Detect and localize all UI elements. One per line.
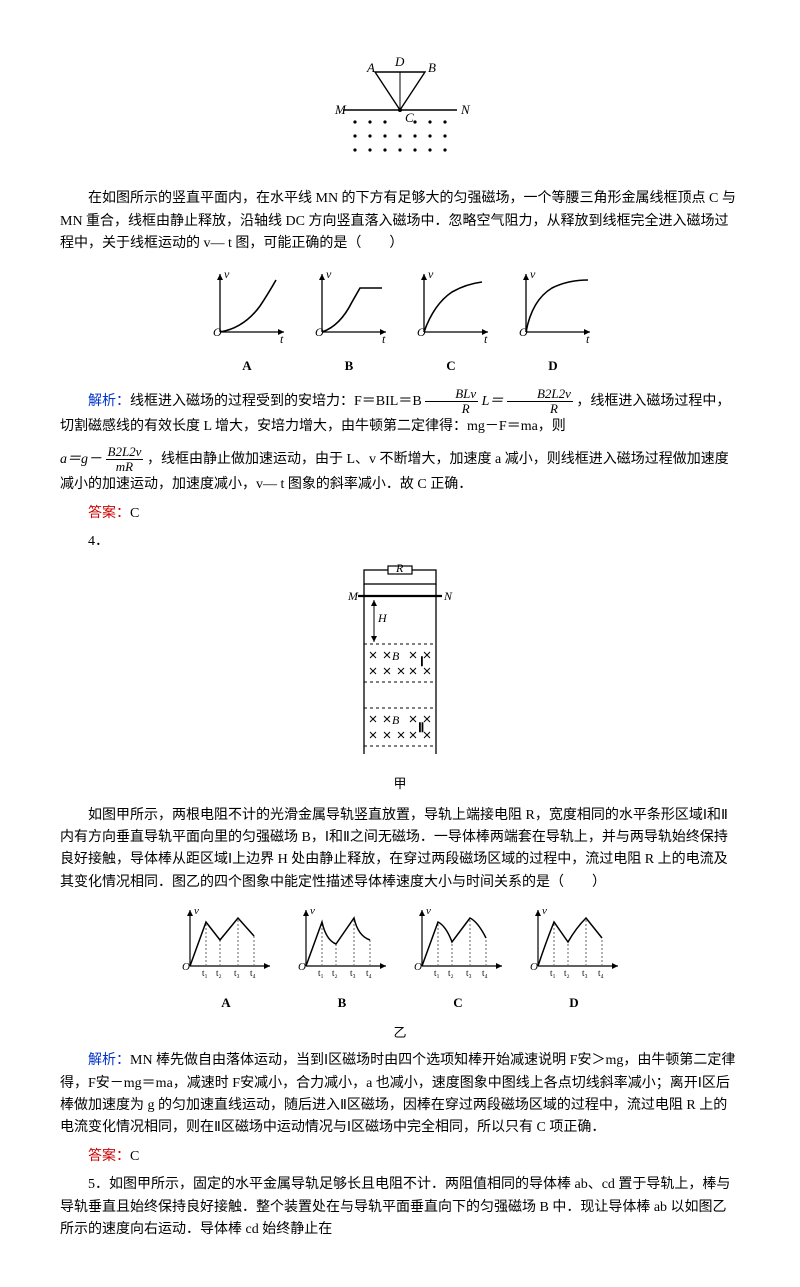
svg-text:t₂: t₂ bbox=[564, 968, 570, 978]
q3-solution-p2: a＝g－ B2L2vmR ，线框由静止做加速运动，由于 L、v 不断增大，加速度… bbox=[60, 445, 740, 497]
svg-text:t₄: t₄ bbox=[250, 968, 256, 978]
svg-text:t₁: t₁ bbox=[202, 968, 208, 978]
svg-text:v: v bbox=[542, 905, 547, 917]
svg-text:v: v bbox=[426, 905, 431, 917]
q5-body: 5．如图甲所示，固定的水平金属导轨足够长且电阻不计．两阻值相同的导体棒 ab、c… bbox=[60, 1174, 740, 1241]
label-C: C bbox=[405, 110, 414, 125]
option-label-c: C bbox=[408, 356, 494, 377]
option-label-a: A bbox=[204, 356, 290, 377]
chart-q3-d: O v t bbox=[510, 266, 596, 346]
svg-text:M: M bbox=[347, 589, 359, 603]
svg-text:t₄: t₄ bbox=[598, 968, 604, 978]
label-B: B bbox=[428, 60, 436, 75]
chart-q3-c: O v t bbox=[408, 266, 494, 346]
chart-q4-d: O v t₁ t₂ t₃ t₄ bbox=[524, 904, 624, 982]
svg-text:B: B bbox=[392, 649, 400, 663]
svg-text:t: t bbox=[484, 332, 488, 346]
svg-text:t₂: t₂ bbox=[448, 968, 454, 978]
svg-text:t₂: t₂ bbox=[216, 968, 222, 978]
svg-text:t: t bbox=[382, 332, 386, 346]
svg-text:t: t bbox=[280, 332, 284, 346]
label-A: A bbox=[366, 60, 375, 75]
q4-number: 4． bbox=[60, 531, 740, 553]
svg-text:v: v bbox=[428, 267, 434, 281]
figure-triangle: M N A D B C bbox=[60, 50, 740, 178]
solution-label: 解析： bbox=[88, 1053, 130, 1068]
svg-text:t₃: t₃ bbox=[234, 968, 240, 978]
figure-rails: R M N H bbox=[60, 564, 740, 795]
q3-answer: 答案：C bbox=[60, 503, 740, 525]
svg-text:t: t bbox=[586, 332, 590, 346]
svg-text:R: R bbox=[395, 564, 404, 575]
label-D: D bbox=[394, 54, 405, 69]
svg-text:H: H bbox=[377, 611, 388, 625]
caption-yi: 乙 bbox=[60, 1023, 740, 1044]
q3-solution-p1: 解析：线框进入磁场的过程受到的安培力：F＝BIL＝B BLvR L＝ B2L2v… bbox=[60, 387, 740, 439]
svg-text:v: v bbox=[310, 905, 315, 917]
caption-jia: 甲 bbox=[60, 774, 740, 795]
svg-text:O: O bbox=[414, 961, 422, 973]
answer-label: 答案： bbox=[88, 1149, 130, 1164]
q4-solution: 解析：MN 棒先做自由落体运动，当到Ⅰ区磁场时由四个选项知棒开始减速说明 F安＞… bbox=[60, 1050, 740, 1140]
q4-answer: 答案：C bbox=[60, 1146, 740, 1168]
label-M: M bbox=[334, 102, 347, 117]
svg-text:Ⅱ: Ⅱ bbox=[418, 720, 424, 735]
chart-q4-a: O v t₁ t₂ t₃ t₄ bbox=[176, 904, 276, 982]
svg-text:t₂: t₂ bbox=[332, 968, 338, 978]
chart-q3-b: O v t bbox=[306, 266, 392, 346]
svg-text:v: v bbox=[194, 905, 199, 917]
chart-q4-b: O v t₁ t₂ t₃ t₄ bbox=[292, 904, 392, 982]
svg-text:B: B bbox=[392, 713, 400, 727]
svg-text:t₁: t₁ bbox=[318, 968, 324, 978]
label-N: N bbox=[460, 102, 471, 117]
svg-text:t₄: t₄ bbox=[482, 968, 488, 978]
svg-text:Ⅰ: Ⅰ bbox=[420, 654, 424, 669]
svg-text:v: v bbox=[530, 267, 536, 281]
svg-text:O: O bbox=[182, 961, 190, 973]
q3-body: 在如图所示的竖直平面内，在水平线 MN 的下方有足够大的匀强磁场，一个等腰三角形… bbox=[60, 188, 740, 255]
svg-text:t₁: t₁ bbox=[550, 968, 556, 978]
q4-options: O v t₁ t₂ t₃ t₄ A O v bbox=[60, 904, 740, 1013]
option-label-d: D bbox=[510, 356, 596, 377]
chart-q3-a: O v t bbox=[204, 266, 290, 346]
q3-options: O v t A O v t B O v t bbox=[60, 266, 740, 377]
answer-label: 答案： bbox=[88, 506, 130, 521]
svg-text:t₃: t₃ bbox=[582, 968, 588, 978]
svg-text:t₁: t₁ bbox=[434, 968, 440, 978]
svg-text:O: O bbox=[298, 961, 306, 973]
svg-text:N: N bbox=[443, 589, 453, 603]
solution-label: 解析： bbox=[88, 394, 130, 409]
svg-text:t₄: t₄ bbox=[366, 968, 372, 978]
svg-text:O: O bbox=[530, 961, 538, 973]
chart-q4-c: O v t₁ t₂ t₃ t₄ bbox=[408, 904, 508, 982]
q4-body: 如图甲所示，两根电阻不计的光滑金属导轨竖直放置，导轨上端接电阻 R，宽度相同的水… bbox=[60, 805, 740, 895]
svg-text:v: v bbox=[224, 267, 230, 281]
svg-text:t₃: t₃ bbox=[350, 968, 356, 978]
svg-text:v: v bbox=[326, 267, 332, 281]
svg-text:t₃: t₃ bbox=[466, 968, 472, 978]
option-label-b: B bbox=[306, 356, 392, 377]
